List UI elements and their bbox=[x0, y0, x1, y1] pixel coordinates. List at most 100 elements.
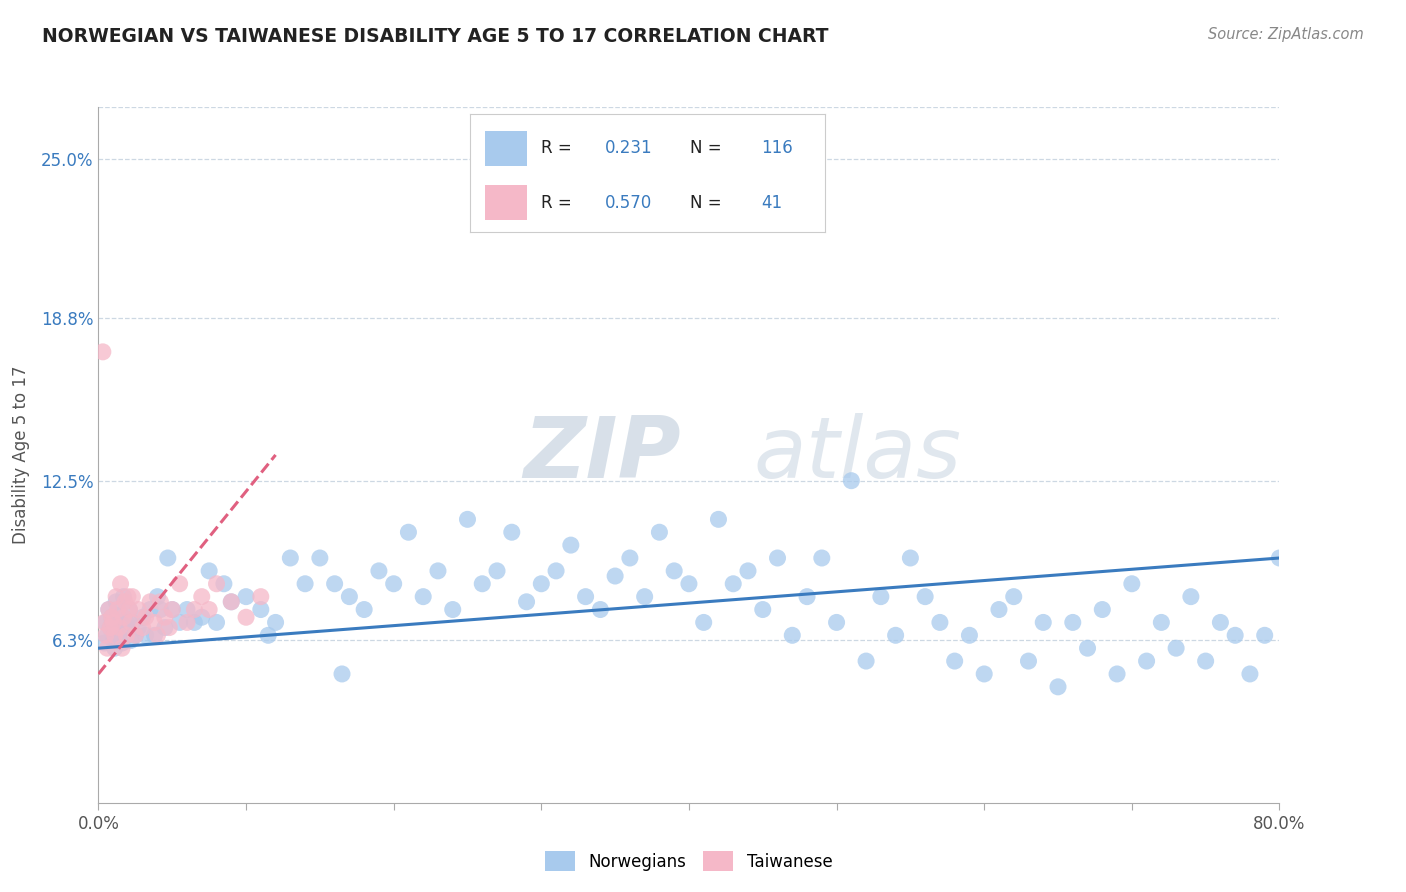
Point bbox=[143, 615, 166, 630]
Point bbox=[1195, 654, 1218, 668]
Point bbox=[707, 512, 730, 526]
Point bbox=[162, 602, 183, 616]
Point bbox=[574, 590, 596, 604]
Point bbox=[825, 615, 848, 630]
Point bbox=[441, 602, 464, 616]
Point bbox=[120, 615, 142, 630]
Point bbox=[111, 641, 134, 656]
Point bbox=[530, 576, 553, 591]
Point bbox=[103, 615, 125, 630]
Point bbox=[723, 576, 745, 591]
Point bbox=[1017, 654, 1039, 668]
Point bbox=[751, 602, 773, 616]
Point bbox=[93, 636, 115, 650]
Point bbox=[157, 621, 180, 635]
Point bbox=[396, 525, 419, 540]
Point bbox=[169, 615, 191, 630]
Point bbox=[412, 590, 434, 604]
Point bbox=[546, 564, 568, 578]
Point bbox=[120, 633, 142, 648]
Point bbox=[104, 628, 127, 642]
Point bbox=[127, 602, 149, 616]
Point bbox=[107, 602, 129, 616]
Point bbox=[589, 602, 612, 616]
Point bbox=[486, 564, 509, 578]
Point bbox=[176, 615, 198, 630]
Text: ZIP: ZIP bbox=[523, 413, 682, 497]
Point bbox=[110, 576, 132, 591]
Point bbox=[100, 610, 122, 624]
Point bbox=[884, 628, 907, 642]
Point bbox=[146, 590, 169, 604]
Point bbox=[169, 576, 191, 591]
Point bbox=[97, 602, 120, 616]
Point bbox=[1002, 590, 1025, 604]
Point bbox=[1135, 654, 1157, 668]
Point bbox=[156, 551, 179, 566]
Point bbox=[456, 512, 478, 526]
Point bbox=[339, 590, 360, 604]
Point bbox=[205, 576, 228, 591]
Legend: Norwegians, Taiwanese: Norwegians, Taiwanese bbox=[538, 845, 839, 878]
Point bbox=[1164, 641, 1187, 656]
Point bbox=[121, 590, 143, 604]
Point bbox=[1032, 615, 1054, 630]
Point bbox=[221, 595, 243, 609]
Point bbox=[107, 628, 129, 642]
Point bbox=[1254, 628, 1277, 642]
Point bbox=[94, 628, 117, 642]
Point bbox=[183, 602, 205, 616]
Point bbox=[149, 595, 172, 609]
Point bbox=[323, 576, 346, 591]
Point bbox=[796, 590, 818, 604]
Point bbox=[693, 615, 716, 630]
Point bbox=[1239, 667, 1261, 681]
Point bbox=[855, 654, 877, 668]
Point bbox=[1091, 602, 1114, 616]
Point bbox=[108, 615, 131, 630]
Point bbox=[235, 610, 257, 624]
Point bbox=[98, 621, 121, 635]
Point bbox=[198, 602, 221, 616]
Point bbox=[648, 525, 671, 540]
Point bbox=[250, 590, 273, 604]
Point bbox=[841, 474, 863, 488]
Point bbox=[1062, 615, 1084, 630]
Point bbox=[183, 615, 205, 630]
Point bbox=[633, 590, 655, 604]
Point bbox=[118, 602, 141, 616]
Point bbox=[111, 636, 134, 650]
Point bbox=[353, 602, 375, 616]
Point bbox=[98, 621, 121, 635]
Point bbox=[1268, 551, 1291, 566]
Point bbox=[117, 590, 139, 604]
Point bbox=[235, 590, 257, 604]
Point bbox=[114, 595, 136, 609]
Text: atlas: atlas bbox=[754, 413, 962, 497]
Point bbox=[987, 602, 1010, 616]
Point bbox=[294, 576, 316, 591]
Point bbox=[605, 569, 627, 583]
Point bbox=[928, 615, 950, 630]
Point bbox=[97, 602, 120, 616]
Point bbox=[191, 610, 214, 624]
Point bbox=[664, 564, 686, 578]
Point bbox=[943, 654, 966, 668]
Point bbox=[1077, 641, 1099, 656]
Point bbox=[135, 610, 157, 624]
Point bbox=[105, 595, 128, 609]
Point bbox=[1150, 615, 1173, 630]
Point bbox=[124, 628, 146, 642]
Point bbox=[257, 628, 280, 642]
Point bbox=[135, 628, 157, 642]
Point bbox=[121, 615, 143, 630]
Point bbox=[143, 628, 166, 642]
Point bbox=[115, 615, 138, 630]
Point bbox=[1046, 680, 1069, 694]
Point bbox=[619, 551, 641, 566]
Point bbox=[132, 610, 155, 624]
Point bbox=[560, 538, 582, 552]
Point bbox=[1121, 576, 1143, 591]
Point bbox=[330, 667, 353, 681]
Point bbox=[139, 595, 162, 609]
